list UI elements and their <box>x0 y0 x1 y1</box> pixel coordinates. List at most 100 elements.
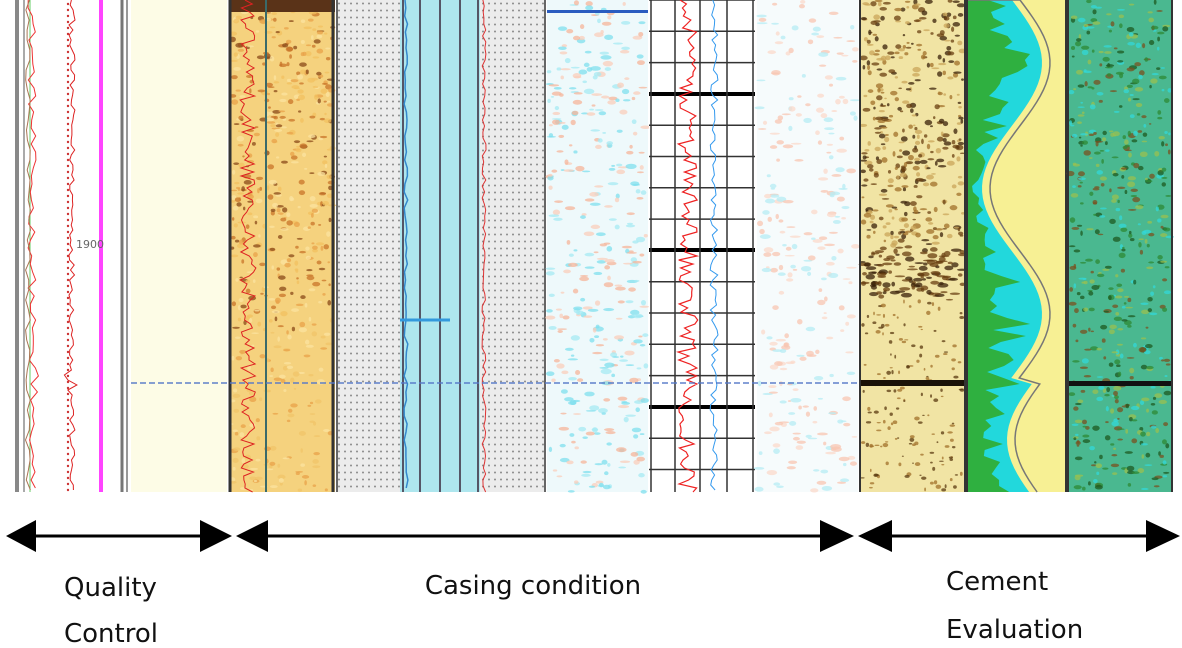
texture <box>955 474 958 476</box>
texture <box>639 306 649 308</box>
texture <box>600 30 603 34</box>
texture <box>1165 143 1168 146</box>
texture <box>817 94 824 98</box>
texture <box>904 162 907 167</box>
texture <box>931 293 942 295</box>
texture <box>637 54 644 58</box>
texture <box>956 156 960 161</box>
texture <box>1094 152 1101 155</box>
texture <box>277 336 280 341</box>
arrow-head <box>858 520 892 552</box>
texture <box>1138 223 1141 225</box>
texture <box>918 154 922 158</box>
texture <box>275 132 279 137</box>
texture <box>1075 340 1078 343</box>
texture <box>67 177 69 179</box>
texture <box>1132 139 1138 142</box>
texture <box>870 100 875 105</box>
texture <box>272 310 280 313</box>
texture <box>893 314 896 316</box>
texture <box>257 89 265 92</box>
texture <box>561 292 565 294</box>
texture <box>885 324 890 327</box>
texture <box>1136 103 1142 107</box>
texture <box>1147 221 1152 224</box>
texture <box>312 28 316 31</box>
texture <box>904 245 912 248</box>
texture <box>292 327 295 332</box>
texture <box>593 327 597 332</box>
texture <box>310 196 316 201</box>
texture <box>566 460 573 464</box>
texture <box>1083 426 1087 428</box>
texture <box>317 172 325 176</box>
texture <box>246 224 250 229</box>
texture <box>1114 317 1122 321</box>
texture <box>594 335 599 338</box>
texture <box>268 194 274 200</box>
texture <box>1161 141 1164 146</box>
texture <box>846 40 855 42</box>
texture <box>1122 247 1125 249</box>
texture <box>817 433 828 436</box>
section-label: Casing condition <box>425 571 641 601</box>
texture <box>811 238 816 240</box>
texture <box>1160 261 1167 263</box>
texture <box>320 136 327 138</box>
texture <box>895 254 899 256</box>
texture <box>604 265 610 269</box>
texture <box>562 315 569 319</box>
texture <box>769 413 773 418</box>
texture <box>1073 163 1077 166</box>
arrow-head <box>236 520 268 552</box>
texture <box>67 279 69 281</box>
texture <box>876 314 881 315</box>
texture <box>861 184 867 186</box>
texture <box>864 262 870 266</box>
texture <box>599 483 604 487</box>
texture <box>867 229 872 231</box>
texture <box>947 51 954 55</box>
texture <box>1082 487 1086 491</box>
texture <box>1107 73 1111 76</box>
texture <box>923 262 927 265</box>
texture <box>1132 79 1139 84</box>
texture <box>260 293 264 295</box>
texture <box>933 116 935 119</box>
texture <box>951 40 954 43</box>
texture <box>1125 149 1132 151</box>
texture <box>919 17 927 20</box>
texture <box>1068 90 1074 94</box>
texture <box>829 155 834 159</box>
texture <box>67 153 69 155</box>
texture <box>325 164 327 168</box>
texture <box>604 205 613 208</box>
texture <box>841 206 849 209</box>
texture <box>768 217 772 222</box>
texture <box>278 212 284 215</box>
texture <box>264 446 271 450</box>
texture <box>860 169 866 173</box>
texture <box>860 380 965 386</box>
texture <box>1119 105 1123 108</box>
texture <box>1164 290 1171 294</box>
texture <box>884 98 887 100</box>
texture <box>1078 18 1086 23</box>
texture <box>1117 428 1125 430</box>
texture <box>67 363 69 365</box>
texture <box>875 50 880 53</box>
texture <box>67 423 69 425</box>
texture <box>953 22 961 27</box>
texture <box>904 223 909 228</box>
texture <box>546 271 555 275</box>
texture <box>958 361 962 363</box>
texture <box>280 228 288 231</box>
texture <box>892 206 898 208</box>
texture <box>231 75 238 79</box>
texture <box>932 242 940 245</box>
texture <box>276 31 280 33</box>
texture <box>306 140 313 142</box>
texture <box>1109 130 1114 132</box>
texture <box>888 270 892 273</box>
texture <box>902 252 912 257</box>
